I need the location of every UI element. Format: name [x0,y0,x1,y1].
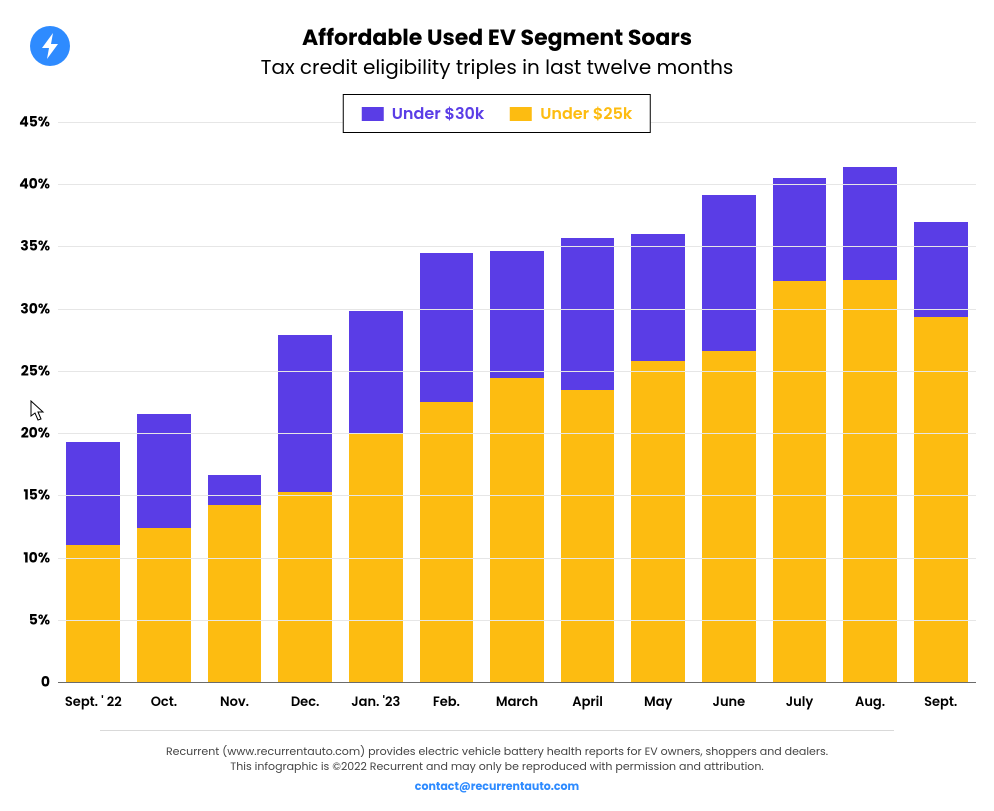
mouse-cursor-icon [30,400,46,422]
bar-segment [66,442,120,545]
gridline [58,495,976,496]
x-axis-baseline [58,682,976,683]
legend-item-under-30k: Under $30k [362,101,484,126]
gridline [58,558,976,559]
bar-segment [773,178,827,281]
chart-title: Affordable Used EV Segment Soars [0,24,994,52]
footer-attribution: Recurrent (www.recurrentauto.com) provid… [0,744,994,774]
x-tick-label: Sept. [924,692,957,712]
y-tick-label: 25% [21,360,58,381]
legend-swatch [510,107,532,121]
bar-segment [420,253,474,402]
x-tick-label: May [644,692,672,712]
x-tick-label: Sept. ' 22 [65,692,122,712]
bar-segment [631,361,685,682]
y-tick-label: 15% [23,485,58,506]
bar-segment [137,414,191,527]
legend-swatch [362,107,384,121]
bar-segment [137,528,191,682]
x-tick-label: Dec. [291,692,320,712]
x-tick-label: Oct. [151,692,177,712]
bar-segment [914,222,968,318]
legend-item-under-25k: Under $25k [510,101,632,126]
bar-segment [349,311,403,433]
chart-legend: Under $30k Under $25k [343,94,651,133]
gridline [58,371,976,372]
legend-label: Under $25k [540,101,632,126]
bar-segment [208,475,262,505]
x-axis-labels: Sept. ' 22 Oct. Nov. Dec. Jan. '23 Feb. March A… [58,692,976,712]
y-tick-label: 30% [20,298,58,319]
y-tick-label: 40% [19,174,58,195]
bar-segment [278,492,332,682]
x-tick-label: July [786,692,813,712]
bar-segment [490,378,544,682]
x-tick-label: Feb. [433,692,460,712]
gridline [58,620,976,621]
bar-segment [631,234,685,361]
bar-segment [420,402,474,682]
bar-segment [773,281,827,682]
bar-segment [702,351,756,682]
chart-subtitle: Tax credit eligibility triples in last t… [0,54,994,80]
y-tick-label: 20% [21,423,58,444]
legend-label: Under $30k [392,101,484,126]
bar-segment [208,505,262,682]
x-tick-label: April [572,692,603,712]
bar-segment [702,195,756,351]
footer-divider [100,730,894,731]
bar-segment [561,238,615,390]
gridline [58,246,976,247]
y-tick-label: 10% [23,547,58,568]
bar-segment [914,317,968,682]
y-tick-label: 45% [19,112,58,133]
bar-segment [66,545,120,682]
x-tick-label: Aug. [855,692,885,712]
chart-plot-area: 05%10%15%20%25%30%35%40%45% [58,122,976,682]
x-tick-label: March [496,692,538,712]
bar-segment [843,280,897,682]
bar-segment [490,251,544,378]
x-tick-label: Nov. [220,692,249,712]
footer-contact-email: contact@recurrentauto.com [0,778,994,795]
gridline [58,309,976,310]
y-tick-label: 0 [41,672,58,693]
x-tick-label: Jan. '23 [351,692,400,712]
y-tick-label: 35% [20,236,58,257]
gridline [58,184,976,185]
x-tick-label: June [713,692,746,712]
y-tick-label: 5% [29,609,58,630]
bar-segment [278,335,332,492]
gridline [58,433,976,434]
